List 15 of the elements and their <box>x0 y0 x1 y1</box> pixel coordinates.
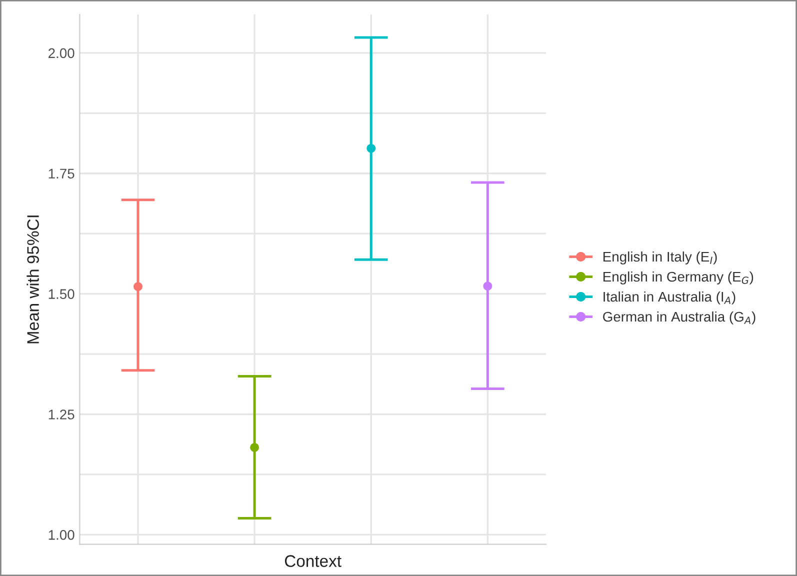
x-axis-title: Context <box>284 555 342 567</box>
point <box>133 282 142 292</box>
point <box>366 144 376 153</box>
legend-label: German in Australia (G$_{A}$) <box>603 311 756 324</box>
y-tick-label: 1.50 <box>48 289 74 299</box>
legend-label: English in Germany (E$_{G}$) <box>603 271 754 284</box>
y-axis-title: Mean with 95%CI <box>26 216 39 344</box>
point <box>250 442 260 452</box>
y-tick-label: 2.00 <box>48 48 74 58</box>
legend-label: English in Italy (E$_{I}$) <box>603 251 717 264</box>
y-tick-label: 1.75 <box>48 168 74 179</box>
y-tick-label: 1.25 <box>48 410 74 420</box>
y-tick-label: 1.00 <box>48 530 74 540</box>
legend-label: Italian in Australia (I$_{A}$) <box>604 291 736 304</box>
point <box>483 282 492 291</box>
